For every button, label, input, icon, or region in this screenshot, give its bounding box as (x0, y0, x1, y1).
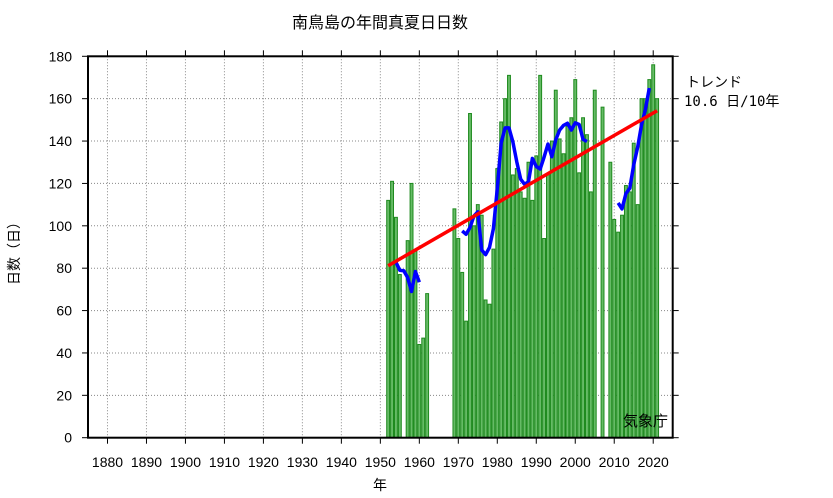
bar-2005 (592, 89, 597, 439)
bars (386, 64, 660, 439)
x-tick-label: 2000 (560, 454, 591, 470)
credit-label: 気象庁 (623, 412, 668, 430)
y-tick-label: 120 (49, 175, 73, 191)
bar-1972 (464, 320, 469, 439)
bar-1962 (425, 293, 430, 439)
bar-2014 (627, 191, 632, 439)
x-tick-label: 1900 (170, 454, 201, 470)
bar-1998 (565, 125, 570, 439)
bar-1993 (546, 174, 550, 439)
bar-2004 (588, 191, 593, 439)
x-tick-label: 1880 (92, 454, 123, 470)
running-mean-line (616, 87, 652, 211)
bar-1969 (452, 208, 457, 439)
trend-line (387, 109, 658, 268)
x-tick-label: 1890 (131, 454, 162, 470)
bar-1978 (487, 303, 492, 439)
bar-1960 (417, 343, 422, 439)
x-tick-label: 1930 (287, 454, 318, 470)
y-axis-ticks: 0 20 40 60 80 100 120 140 160 180 (49, 48, 679, 446)
bar-2009 (608, 161, 613, 439)
bar-2021 (655, 98, 660, 439)
bar-1973 (468, 113, 472, 439)
y-tick-label: 180 (49, 48, 73, 64)
x-tick-label: 1940 (326, 454, 357, 470)
bar-1954 (393, 216, 398, 439)
y-tick-label: 20 (56, 387, 72, 403)
bar-1988 (526, 161, 531, 439)
trend-label: トレンド (686, 75, 742, 91)
bar-2016 (635, 204, 640, 439)
bar-1970 (456, 238, 461, 439)
x-tick-label: 1970 (443, 454, 474, 470)
bar-1992 (542, 238, 547, 439)
bar-1985 (514, 168, 519, 439)
y-tick-label: 60 (56, 303, 72, 319)
bar-2002 (581, 117, 585, 439)
trend-value: 10.6 日/10年 (684, 94, 779, 110)
bar-1957 (405, 240, 410, 439)
y-tick-label: 100 (49, 218, 73, 234)
x-axis-ticks: 1880 1890 1900 1910 1920 1930 1940 1950 1960 1970… (92, 50, 669, 470)
y-tick-label: 80 (56, 260, 72, 276)
bar-2003 (584, 134, 589, 439)
bar-1999 (569, 117, 574, 439)
y-tick-label: 0 (64, 430, 72, 446)
x-tick-label: 1920 (248, 454, 279, 470)
bar-2010 (612, 218, 617, 439)
bar-1974 (471, 225, 476, 439)
bar-1975 (475, 204, 480, 439)
bar-1989 (530, 199, 535, 439)
bar-2001 (577, 172, 582, 439)
chart-title: 南鳥島の年間真夏日日数 (292, 13, 468, 32)
bar-1994 (549, 140, 554, 439)
x-tick-label: 1960 (404, 454, 435, 470)
running-mean-line (461, 121, 588, 257)
bar-2018 (643, 98, 648, 439)
bar-2000 (573, 79, 578, 439)
bar-1982 (503, 98, 508, 439)
y-tick-label: 40 (56, 345, 72, 361)
lines (387, 87, 658, 294)
y-tick-label: 160 (49, 91, 73, 107)
x-axis-label: 年 (373, 478, 387, 494)
y-axis-label: 日数（日） (7, 215, 23, 285)
bar-2020 (651, 64, 656, 439)
bar-1984 (510, 174, 515, 439)
x-tick-label: 1950 (365, 454, 396, 470)
bar-1977 (483, 299, 488, 439)
y-tick-label: 140 (49, 133, 73, 149)
bar-1952 (386, 199, 391, 439)
bar-1955 (397, 274, 402, 439)
x-tick-label: 1980 (482, 454, 513, 470)
bar-2017 (639, 98, 644, 439)
bar-2015 (631, 142, 636, 439)
bar-1987 (522, 197, 527, 439)
running-mean-line (394, 261, 421, 294)
bar-1996 (557, 138, 562, 439)
bar-1961 (421, 337, 426, 439)
bar-2019 (647, 79, 652, 439)
bar-2011 (616, 231, 621, 439)
bar-2012 (620, 214, 624, 439)
x-tick-label: 1910 (209, 454, 240, 470)
bar-1990 (534, 155, 539, 439)
bar-2007 (600, 106, 605, 439)
bar-1991 (538, 74, 543, 439)
x-tick-label: 2010 (599, 454, 630, 470)
bar-1953 (390, 180, 394, 439)
bar-1958 (409, 182, 414, 439)
bar-1997 (561, 153, 566, 439)
x-tick-label: 2020 (638, 454, 669, 470)
x-tick-label: 1990 (521, 454, 552, 470)
bar-2013 (623, 185, 628, 439)
bar-1971 (460, 271, 465, 439)
bar-1986 (518, 191, 523, 439)
bar-1979 (491, 248, 496, 439)
